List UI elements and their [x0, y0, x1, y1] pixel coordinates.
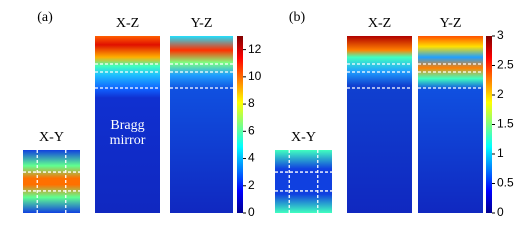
colorbar-tick-label: 0 [497, 205, 504, 219]
colorbar-tick-label: 10 [248, 69, 262, 83]
panel-label: (b) [289, 10, 306, 25]
subplot-title: Y-Z [191, 16, 213, 31]
panel-label: (a) [37, 10, 53, 25]
colorbar [237, 36, 243, 213]
colorbar-tick-label: 2 [248, 178, 255, 192]
annotation: mirror [110, 133, 146, 148]
colorbar-tick-label: 2.5 [497, 58, 514, 72]
field-map [170, 36, 233, 213]
subplot-title: Y-Z [440, 16, 462, 31]
colorbar-tick-label: 6 [248, 123, 255, 137]
colorbar [486, 36, 492, 213]
colorbar-tick-label: 3 [497, 28, 504, 42]
colorbar-tick-label: 1 [497, 146, 504, 160]
subplot-title: X-Z [368, 16, 391, 31]
field-map [23, 150, 80, 213]
colorbar-tick-label: 4 [248, 151, 255, 165]
annotation: Bragg [110, 118, 144, 133]
field-map [275, 150, 332, 213]
colorbar-tick-label: 1.5 [497, 117, 514, 131]
colorbar-tick-label: 8 [248, 96, 255, 110]
field-map [95, 36, 160, 213]
colorbar-tick-label: 0 [248, 205, 255, 219]
colorbar-tick-label: 12 [248, 42, 262, 56]
field-map [418, 36, 483, 213]
subplot-title: X-Z [116, 16, 139, 31]
colorbar-tick-label: 0.5 [497, 176, 514, 190]
colorbar-tick-label: 2 [497, 87, 504, 101]
field-map [347, 36, 412, 213]
subplot-title: X-Y [39, 130, 64, 145]
subplot-title: X-Y [291, 130, 316, 145]
